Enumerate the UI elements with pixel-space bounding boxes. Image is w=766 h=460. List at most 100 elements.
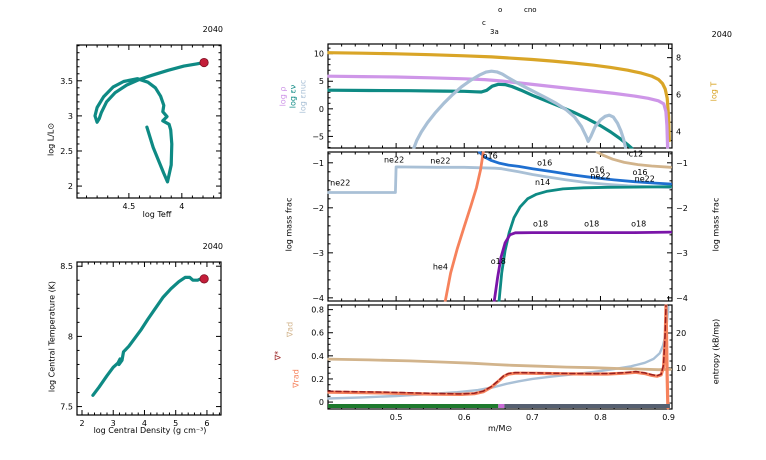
pgrad-right-axis-title: entropy (kB/mp) xyxy=(711,318,721,385)
pmid-y2tick-label: −2 xyxy=(676,204,688,213)
pgrad-frame xyxy=(327,304,673,410)
hr-ytick-label: 3.5 xyxy=(60,77,73,86)
pgrad-xtick-label: 0.8 xyxy=(594,413,607,422)
trho-current-model-dot xyxy=(199,274,209,284)
ptop-eps-nuc-title: log εnuc xyxy=(298,79,308,114)
pgrad-y2tick-label: 10 xyxy=(676,364,686,373)
pmid-y2tick-label: −1 xyxy=(676,159,688,168)
ptop-ytick-label: 0 xyxy=(319,105,324,114)
burn-label-cno: cno xyxy=(524,6,537,14)
isotope-label-c12: c12 xyxy=(629,150,644,159)
series-grad-star xyxy=(327,304,667,395)
hr-ytick-label: 3 xyxy=(68,112,73,121)
burn-label-c: c xyxy=(482,19,486,27)
ptop-log-rho-title: log ρ xyxy=(278,86,288,107)
burn-label-o: o xyxy=(498,6,503,14)
pmid-ytick-label: −1 xyxy=(312,159,324,168)
trho-frame xyxy=(76,261,222,416)
isotope-label-ne22: ne22 xyxy=(635,174,655,183)
pgrad-ad-title: ∇ad xyxy=(285,321,295,338)
hr-xtick-label: 4.5 xyxy=(123,202,136,211)
series-o18 xyxy=(492,230,672,302)
ptop-ytick-label: −5 xyxy=(312,132,324,141)
model-number-profiles: 2040 xyxy=(711,30,732,39)
series-c12 xyxy=(595,151,672,169)
series-entropy xyxy=(327,305,670,400)
model-number-trho: 2040 xyxy=(202,242,223,251)
isotope-label-ne22: ne22 xyxy=(590,172,610,181)
isotope-label-o16: o16 xyxy=(483,151,498,160)
trho-xtick-label: 3 xyxy=(111,419,116,428)
pmid-ytick-label: −2 xyxy=(312,204,324,213)
ptop-eps-nu-title: log εν xyxy=(288,84,298,109)
ptop-frame xyxy=(327,43,673,149)
series-ne22 xyxy=(327,165,672,194)
ptop-y2tick-label: 4 xyxy=(676,127,681,136)
pmid-y2tick-label: −3 xyxy=(676,249,688,258)
isotope-label-ne22: ne22 xyxy=(384,155,404,164)
isotope-label-n14: n14 xyxy=(535,178,550,187)
pgrad-ytick-label: 0.4 xyxy=(311,352,324,361)
pgrad-xtick-label: 0.6 xyxy=(458,413,471,422)
hr-ytick-label: 2 xyxy=(68,182,73,191)
pgrad-xtick-label: 0.7 xyxy=(526,413,539,422)
isotope-label-o18: o18 xyxy=(533,220,548,229)
series-o16 xyxy=(477,151,672,186)
series-log-eps-nuc xyxy=(412,69,628,149)
ptop-y2tick-label: 6 xyxy=(676,91,681,100)
profile-x-axis-title: m/M⊙ xyxy=(487,424,513,433)
series-hr-track xyxy=(93,60,206,184)
pgrad-panel: 0.5 0.6 0.7 0.8 0.9 0 0.2 0.4 0.6 0.8 10 20 xyxy=(311,304,686,422)
trho-xtick-label: 5 xyxy=(173,419,178,428)
pgrad-xtick-label: 0.9 xyxy=(662,413,675,422)
trho-xtick-label: 4 xyxy=(142,419,147,428)
pgrad-xtick-label: 0.5 xyxy=(390,413,403,422)
isotope-label-o16: o16 xyxy=(537,159,552,168)
isotope-label-ne22: ne22 xyxy=(330,178,350,187)
isotope-label-ne22: ne22 xyxy=(430,156,450,165)
pgrad-ytick-label: 0.2 xyxy=(311,375,324,384)
trho-x-axis-title: log Central Density (g cm⁻³) xyxy=(93,426,207,435)
pmid-ytick-label: −4 xyxy=(312,294,324,303)
trho-xtick-label: 2 xyxy=(79,419,84,428)
hr-x-axis-title: log Teff xyxy=(142,210,172,219)
isotope-label-o16: o16 xyxy=(632,168,647,177)
series-log-rho xyxy=(327,74,670,149)
isotope-label-he4: he4 xyxy=(433,262,448,271)
trho-panel: 2 3 4 5 6 7.5 8 8.5 xyxy=(60,261,222,428)
series-n14 xyxy=(497,185,672,302)
burn-label-3a: 3a xyxy=(490,28,499,36)
pgrad-y2tick-label: 20 xyxy=(676,329,686,338)
pgrad-ytick-label: 0 xyxy=(319,398,324,407)
series-he4 xyxy=(443,151,485,302)
trho-xtick-label: 6 xyxy=(204,419,209,428)
ptop-y2tick-label: 8 xyxy=(676,54,681,63)
pgrad-ytick-label: 0.8 xyxy=(311,306,324,315)
pmid-ytick-label: −3 xyxy=(312,249,324,258)
ptop-panel: −5 0 5 10 4 6 8 xyxy=(312,43,681,149)
trho-ytick-label: 7.5 xyxy=(60,403,73,412)
hr-y-axis-title: log L/L⊙ xyxy=(46,122,56,157)
isotope-label-o16: o16 xyxy=(590,165,605,174)
series-log-T xyxy=(327,51,671,143)
ptop-ytick-label: 10 xyxy=(314,50,324,59)
ptop-ytick-label: 5 xyxy=(319,77,324,86)
pgrad-rad-title: ∇rad xyxy=(291,369,301,388)
hr-xtick-label: 4 xyxy=(179,202,184,211)
hr-frame xyxy=(76,44,222,199)
pgrad-ytick-label: 0.6 xyxy=(311,329,324,338)
series-grad-ad xyxy=(327,357,672,372)
pmid-left-axis-title: log mass frac xyxy=(284,197,294,252)
model-number-hr: 2040 xyxy=(202,25,223,34)
pgrad-star-title: ∇* xyxy=(273,350,283,361)
series-trho-track xyxy=(91,275,206,397)
pmid-right-axis-title: log mass frac xyxy=(711,197,721,252)
ptop-log-t-title: log T xyxy=(709,81,719,102)
hr-ytick-label: 2.5 xyxy=(60,147,73,156)
hr-current-model-dot xyxy=(199,57,209,68)
trho-ytick-label: 8.5 xyxy=(60,262,73,271)
isotope-label-o18: o18 xyxy=(584,220,599,229)
